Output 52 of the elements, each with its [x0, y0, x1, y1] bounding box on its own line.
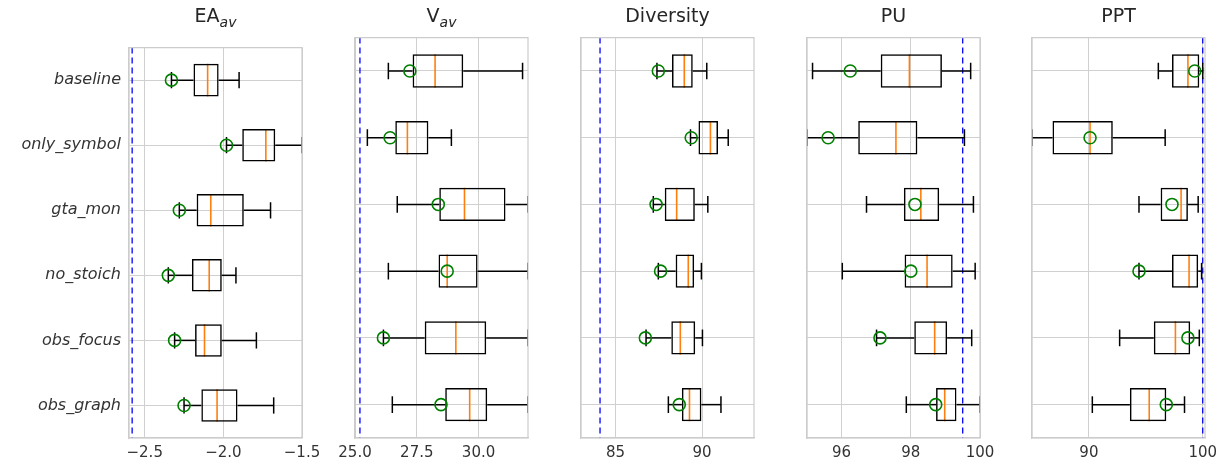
point: [928, 397, 943, 412]
x-tick-label: −2.5: [126, 442, 163, 461]
point: [651, 64, 666, 78]
point: [843, 64, 858, 78]
y-tick-label: gta_mon: [51, 199, 121, 220]
x-tick-label: 90: [692, 442, 712, 461]
y-tick-label: only_symbol: [21, 134, 122, 155]
x-tick-label: 96: [832, 442, 852, 461]
point: [1132, 264, 1146, 278]
point: [440, 264, 454, 278]
point: [383, 130, 397, 145]
point: [1187, 64, 1202, 78]
point: [219, 138, 234, 152]
point: [172, 203, 187, 218]
y-tick-label: no_stoich: [45, 264, 121, 285]
point: [403, 64, 417, 78]
point: [672, 397, 687, 412]
x-tick-label: 98: [901, 442, 921, 461]
point: [1159, 397, 1174, 412]
y-tick-label: obs_focus: [42, 329, 121, 350]
point: [434, 397, 448, 412]
point: [164, 73, 179, 87]
point: [431, 197, 446, 212]
point: [1181, 331, 1195, 345]
point: [177, 398, 191, 413]
point: [873, 331, 887, 345]
x-tick-label: 25.0: [338, 442, 372, 461]
y-tick-label: obs_graph: [37, 394, 121, 415]
point: [684, 130, 698, 145]
point: [904, 264, 918, 278]
chart-title: PPT: [1101, 4, 1136, 26]
chart-title: PU: [880, 4, 907, 26]
point: [649, 197, 663, 212]
chart-title: EA$_{av}$: [194, 4, 237, 30]
x-tick-label: 85: [606, 442, 626, 461]
chart-title: Diversity: [625, 4, 710, 26]
point: [376, 331, 391, 345]
point: [638, 331, 653, 345]
x-tick-label: 30.0: [461, 442, 496, 461]
x-tick-label: 100: [1188, 442, 1218, 461]
point: [821, 130, 835, 145]
x-tick-label: 100: [965, 442, 995, 461]
x-tick-label: 27.5: [400, 442, 434, 461]
chart-title: V$_{av}$: [426, 4, 457, 30]
x-tick-label: 90: [1079, 442, 1099, 461]
x-tick-label: −1.5: [283, 442, 321, 461]
point: [1083, 130, 1097, 145]
point: [161, 268, 176, 283]
point: [653, 264, 668, 278]
x-tick-label: −2.0: [205, 442, 242, 461]
point: [167, 333, 182, 348]
y-tick-label: baseline: [53, 69, 122, 89]
